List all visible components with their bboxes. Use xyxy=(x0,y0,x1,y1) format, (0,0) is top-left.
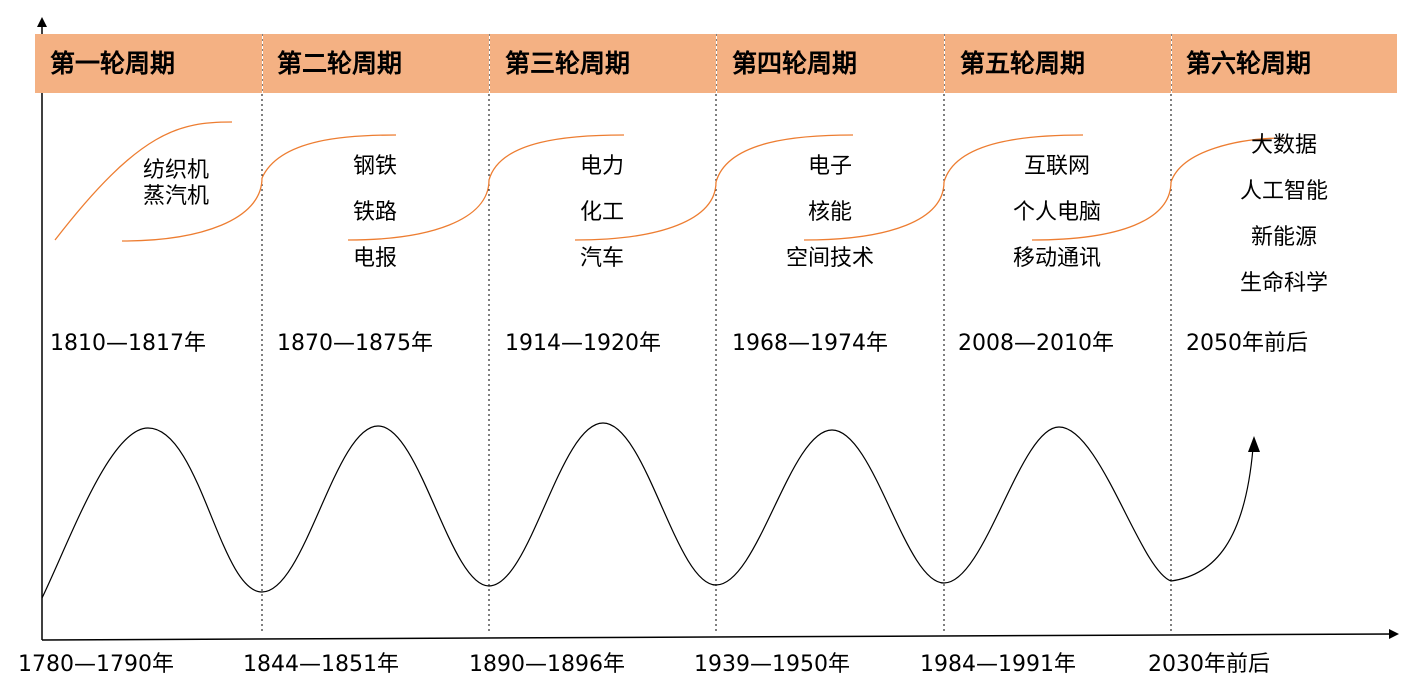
header-band-3 xyxy=(490,34,716,93)
tech-item: 汽车 xyxy=(579,246,624,271)
peak-years-4: 1968—1974年 xyxy=(732,331,888,356)
peak-years-2: 1870—1875年 xyxy=(277,331,433,356)
tech-item: 化工 xyxy=(579,200,624,225)
trough-years-1: 1780—1790年 xyxy=(18,652,174,677)
trough-years-3: 1890—1896年 xyxy=(469,652,625,677)
s-curve-1 xyxy=(54,121,263,242)
tech-item: 蒸汽机 xyxy=(142,184,209,209)
tech-item: 大数据 xyxy=(1250,133,1317,158)
tech-item: 互联网 xyxy=(1023,154,1090,179)
header-band-6 xyxy=(1172,34,1397,93)
tech-list-5: 互联网 个人电脑 移动通讯 xyxy=(992,144,1122,282)
tech-list-6: 大数据 人工智能 新能源 生命科学 xyxy=(1219,123,1349,307)
tech-list-1: 纺织机 蒸汽机 xyxy=(126,158,226,210)
cycle-title-1: 第一轮周期 xyxy=(50,49,176,78)
cycle-title-4: 第四轮周期 xyxy=(732,49,858,78)
header-band-2 xyxy=(263,34,489,93)
tech-item: 人工智能 xyxy=(1239,179,1328,204)
peak-years-6: 2050年前后 xyxy=(1186,331,1308,356)
tech-item: 电报 xyxy=(352,246,397,271)
cycle-title-5: 第五轮周期 xyxy=(960,49,1086,78)
tech-list-3: 电力 化工 汽车 xyxy=(552,144,652,282)
s-curve-5 xyxy=(943,134,1172,241)
trough-years-6: 2030年前后 xyxy=(1148,652,1270,677)
trough-years-5: 1984—1991年 xyxy=(920,652,1076,677)
peak-years-3: 1914—1920年 xyxy=(505,331,661,356)
cycle-title-3: 第三轮周期 xyxy=(505,49,631,78)
cycle-title-6: 第六轮周期 xyxy=(1186,49,1312,78)
peak-years-5: 2008—2010年 xyxy=(958,331,1114,356)
tech-item: 个人电脑 xyxy=(1012,200,1101,225)
tech-item: 铁路 xyxy=(352,200,397,225)
trough-years-4: 1939—1950年 xyxy=(694,652,850,677)
cycle-title-2: 第二轮周期 xyxy=(277,49,403,78)
tech-list-4: 电子 核能 空间技术 xyxy=(765,144,895,282)
growth-arrowhead xyxy=(1248,436,1260,452)
tech-item: 生命科学 xyxy=(1239,271,1328,296)
s-curve-2 xyxy=(261,134,490,241)
tech-item: 电子 xyxy=(807,154,852,179)
peak-years-1: 1810—1817年 xyxy=(50,331,206,356)
tech-item: 移动通讯 xyxy=(1012,246,1101,271)
tech-list-2: 钢铁 铁路 电报 xyxy=(325,144,425,282)
header-band-4 xyxy=(717,34,944,93)
x-axis xyxy=(41,629,1399,641)
tech-item: 钢铁 xyxy=(352,154,397,179)
header-band-1 xyxy=(35,34,262,93)
tech-item: 核能 xyxy=(807,200,852,225)
s-curves xyxy=(54,121,1286,242)
trough-years-2: 1844—1851年 xyxy=(243,652,399,677)
s-curve-3 xyxy=(488,134,717,241)
tech-item: 电力 xyxy=(579,154,624,179)
s-curve-4 xyxy=(715,134,945,241)
long-wave-curve xyxy=(41,422,1254,599)
tech-item: 纺织机 xyxy=(142,158,209,183)
header-band-5 xyxy=(945,34,1171,93)
tech-item: 新能源 xyxy=(1250,225,1317,250)
s-curve-6 xyxy=(1170,137,1286,183)
tech-item: 空间技术 xyxy=(785,246,874,271)
